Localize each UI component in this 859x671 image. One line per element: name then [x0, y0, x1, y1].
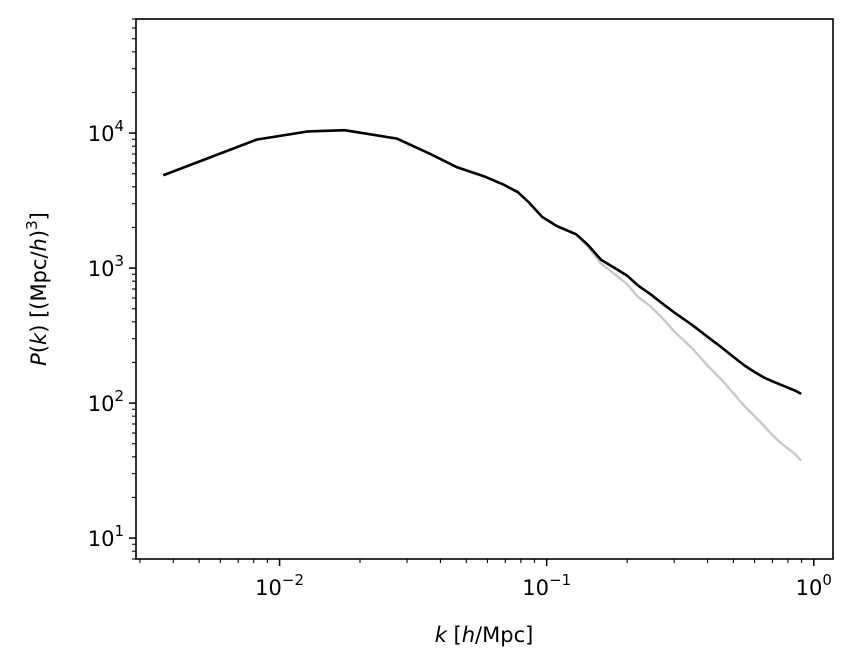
y-axis-label-exp: 3	[23, 220, 41, 230]
y-axis-label: P(k) [(Mpc/h)3]	[23, 212, 51, 366]
y-axis-label-p: P	[27, 353, 51, 366]
y-axis-label-open: (	[27, 345, 51, 353]
y-axis-label-mid: [(Mpc/	[27, 251, 51, 325]
y-tick-label: 101	[88, 522, 124, 551]
series-line-black	[163, 128, 802, 395]
series-line-gray	[163, 128, 802, 461]
x-tick-label: 10−2	[255, 571, 304, 600]
y-axis-label-closing: ]	[27, 212, 51, 220]
y-tick-label: 103	[88, 252, 124, 281]
x-tick-label: 10−1	[522, 571, 571, 600]
major-ticks	[129, 132, 815, 566]
x-axis-label-bracket: [	[447, 623, 462, 647]
y-tick-label: 102	[88, 387, 124, 416]
tick-labels: 10−2 10−1 100 101 102 103 104	[88, 117, 832, 600]
x-axis-label-k: k	[435, 623, 448, 647]
x-axis-label: k [h/Mpc]	[435, 623, 534, 647]
y-axis-label-k: k	[27, 332, 51, 345]
x-axis-label-unit: /Mpc]	[475, 623, 533, 647]
x-tick-label: 100	[796, 571, 832, 600]
y-axis-label-end: )	[27, 230, 51, 238]
y-tick-label: 104	[88, 117, 124, 146]
y-axis-label-close: )	[27, 325, 51, 333]
y-axis-label-h: h	[27, 238, 51, 251]
x-axis-label-h: h	[462, 623, 475, 647]
series-layer	[163, 128, 802, 461]
plot-frame	[135, 18, 834, 560]
minor-ticks	[132, 18, 803, 563]
